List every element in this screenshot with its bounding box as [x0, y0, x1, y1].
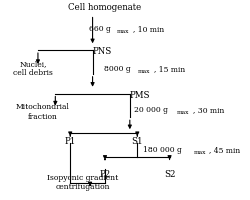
- Text: 8000 g: 8000 g: [104, 65, 130, 73]
- Text: Nuclei,
cell debris: Nuclei, cell debris: [13, 60, 53, 77]
- Text: 20 000 g: 20 000 g: [134, 106, 168, 114]
- Text: Mitochondrial
fraction: Mitochondrial fraction: [16, 103, 70, 120]
- Text: max: max: [177, 110, 190, 115]
- Text: , 15 min: , 15 min: [154, 65, 185, 73]
- Text: Isopycnic gradient
centrifugation: Isopycnic gradient centrifugation: [47, 173, 118, 190]
- Text: PNS: PNS: [92, 46, 112, 55]
- Text: max: max: [193, 149, 206, 154]
- Text: S1: S1: [132, 136, 143, 145]
- Text: 660 g: 660 g: [89, 25, 111, 33]
- Text: max: max: [117, 29, 130, 34]
- Text: Cell homogenate: Cell homogenate: [68, 3, 142, 12]
- Text: S2: S2: [164, 169, 175, 178]
- Text: , 10 min: , 10 min: [133, 25, 164, 33]
- Text: P2: P2: [99, 169, 110, 178]
- Text: PMS: PMS: [130, 91, 150, 100]
- Text: max: max: [138, 69, 150, 74]
- Text: 180 000 g: 180 000 g: [144, 145, 182, 153]
- Text: P1: P1: [64, 136, 76, 145]
- Text: , 45 min: , 45 min: [209, 145, 240, 153]
- Text: , 30 min: , 30 min: [193, 106, 224, 114]
